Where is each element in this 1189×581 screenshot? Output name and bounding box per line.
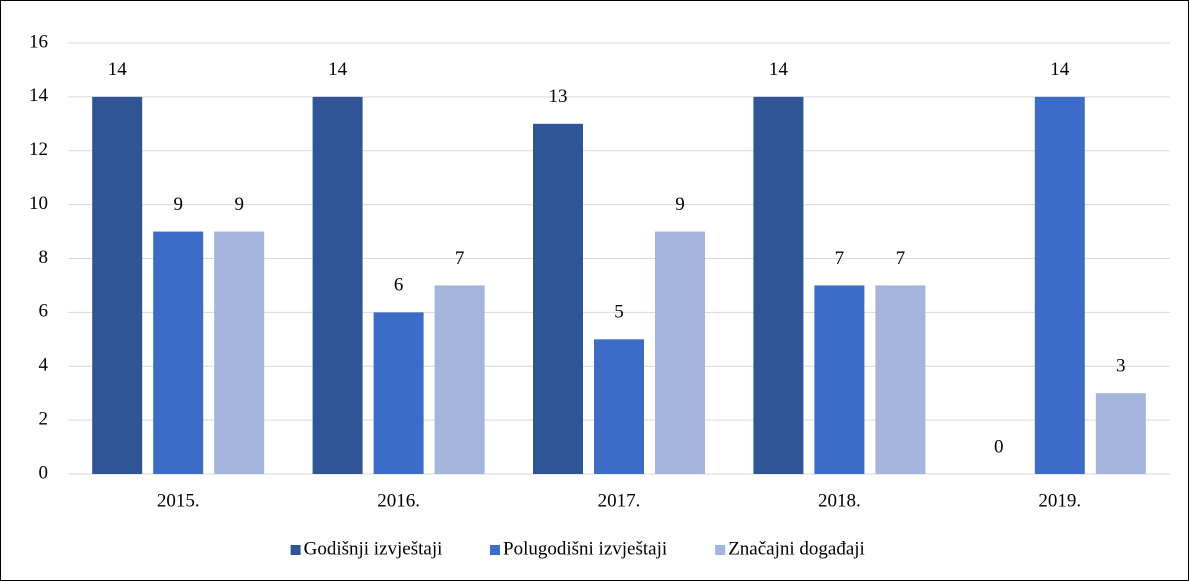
x-tick-label: 2017. <box>598 490 641 511</box>
data-label: 9 <box>173 194 183 215</box>
legend-label: Godišnji izvještaji <box>304 538 443 559</box>
legend-swatch <box>490 545 500 555</box>
x-tick-label: 2018. <box>818 490 861 511</box>
bar <box>434 285 485 474</box>
legend-swatch <box>290 545 301 555</box>
data-label: 13 <box>549 86 568 107</box>
legend-swatch <box>715 545 726 555</box>
y-tick-label: 8 <box>39 247 49 268</box>
data-label: 9 <box>234 194 244 215</box>
data-label: 3 <box>1116 356 1126 377</box>
data-label: 5 <box>614 302 624 323</box>
x-tick-label: 2015. <box>157 490 200 511</box>
data-label: 6 <box>394 275 404 296</box>
data-label: 14 <box>1050 59 1070 80</box>
data-label: 9 <box>675 194 685 215</box>
x-tick-label: 2016. <box>377 490 420 511</box>
data-label: 14 <box>769 59 789 80</box>
data-label: 0 <box>994 436 1004 457</box>
data-label: 7 <box>896 248 906 269</box>
data-label: 7 <box>455 248 465 269</box>
bar <box>533 123 583 474</box>
bar <box>655 231 705 474</box>
y-tick-label: 0 <box>39 462 49 483</box>
data-label: 14 <box>108 59 128 80</box>
bar <box>92 96 143 474</box>
data-label: 14 <box>328 59 348 80</box>
bar <box>1034 96 1085 474</box>
x-tick-label: 2019. <box>1038 490 1081 511</box>
data-label: 7 <box>835 248 845 269</box>
bar <box>373 312 424 474</box>
legend-label: Značajni događaji <box>728 538 865 559</box>
bar <box>153 231 204 474</box>
y-tick-label: 2 <box>39 408 49 429</box>
bar <box>1095 393 1146 474</box>
bar <box>875 285 926 474</box>
legend-label: Polugodišni izvještaji <box>503 538 667 559</box>
y-tick-label: 14 <box>29 85 49 106</box>
y-tick-label: 12 <box>29 139 48 160</box>
bar <box>814 285 865 474</box>
y-tick-label: 10 <box>29 193 48 214</box>
y-tick-label: 16 <box>29 31 48 52</box>
bar <box>594 339 644 474</box>
bar <box>214 231 265 474</box>
bar <box>753 96 804 474</box>
y-tick-label: 6 <box>39 301 49 322</box>
bar <box>312 96 363 474</box>
y-tick-label: 4 <box>39 355 49 376</box>
